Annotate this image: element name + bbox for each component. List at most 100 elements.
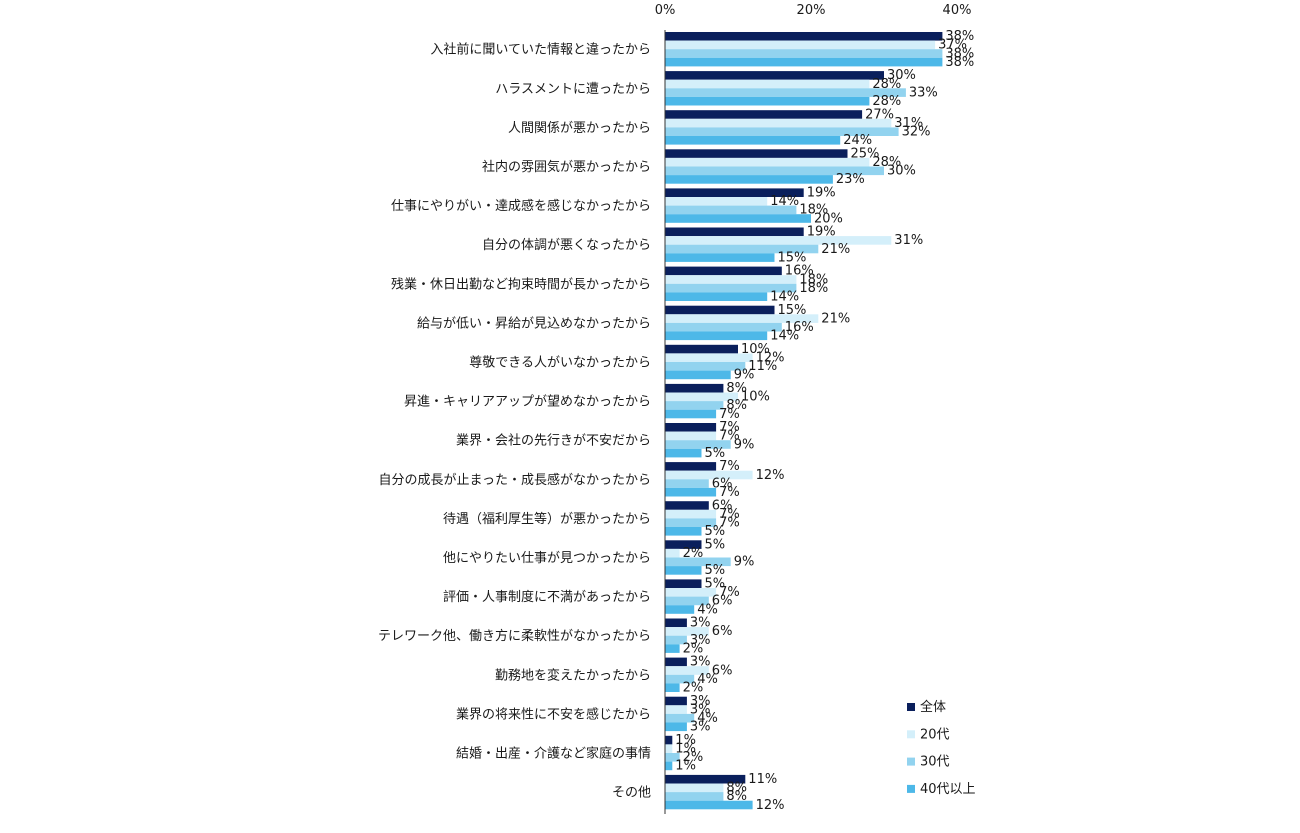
data-label: 15% xyxy=(778,303,807,318)
data-label: 8% xyxy=(726,398,747,413)
data-label: 3% xyxy=(690,633,711,648)
legend-swatch xyxy=(907,757,915,766)
legend-label: 40代以上 xyxy=(920,782,976,797)
bar xyxy=(665,283,797,293)
data-label: 2% xyxy=(683,546,704,561)
data-label: 6% xyxy=(712,624,733,639)
bar xyxy=(665,487,717,497)
data-label: 10% xyxy=(741,342,770,357)
category-label: 結婚・出産・介護など家庭の事情 xyxy=(456,746,651,762)
x-tick-label: 40% xyxy=(943,3,972,18)
data-label: 27% xyxy=(865,107,894,122)
bar xyxy=(665,761,673,771)
bar xyxy=(665,479,709,488)
bar xyxy=(665,774,746,784)
data-label: 2% xyxy=(683,750,704,765)
data-label: 2% xyxy=(683,641,704,656)
data-label: 28% xyxy=(872,155,901,170)
bar xyxy=(665,627,709,636)
data-label: 30% xyxy=(887,68,916,83)
data-label: 3% xyxy=(690,702,711,717)
bar xyxy=(665,792,724,801)
data-label: 7% xyxy=(719,585,740,600)
bar xyxy=(665,753,680,762)
data-label: 11% xyxy=(748,359,777,374)
data-label: 21% xyxy=(821,311,850,326)
category-label: 業界・会社の先行きが不安だから xyxy=(456,433,651,449)
legend-swatch xyxy=(907,784,915,793)
category-label: 評価・人事制度に不満があったから xyxy=(443,589,651,605)
data-label: 6% xyxy=(712,476,733,491)
data-label: 7% xyxy=(719,507,740,522)
category-label: 社内の雰囲気が悪かったから xyxy=(482,159,651,175)
bar xyxy=(665,440,731,449)
data-label: 3% xyxy=(690,616,711,631)
bar xyxy=(665,118,892,128)
data-label: 1% xyxy=(675,742,696,757)
bar xyxy=(665,49,943,58)
data-label: 5% xyxy=(705,577,726,592)
category-label: 尊敬できる人がいなかったから xyxy=(469,355,651,371)
bar xyxy=(665,166,884,176)
data-label: 25% xyxy=(851,146,880,161)
data-label: 3% xyxy=(690,655,711,670)
category-labels: 入社前に聞いていた情報と違ったからハラスメントに遭ったから人間関係が悪かったから… xyxy=(378,42,651,801)
data-label: 11% xyxy=(748,772,777,787)
bar xyxy=(665,527,702,536)
data-label: 33% xyxy=(909,85,938,100)
category-label: 給与が低い・昇給が見込めなかったから xyxy=(417,316,651,331)
x-tick-label: 20% xyxy=(797,3,826,18)
bars xyxy=(665,32,943,810)
bar xyxy=(665,383,724,393)
bar xyxy=(665,501,709,510)
data-label: 3% xyxy=(690,694,711,709)
bar xyxy=(665,566,702,575)
category-label: ハラスメントに遭ったから xyxy=(495,82,651,97)
bar xyxy=(665,344,738,354)
data-label: 18% xyxy=(799,203,828,218)
data-label: 28% xyxy=(872,94,901,109)
data-label: 18% xyxy=(799,281,828,296)
bar xyxy=(665,322,782,332)
data-label: 30% xyxy=(887,164,916,179)
bar xyxy=(665,657,687,667)
data-label: 9% xyxy=(734,555,755,570)
bar xyxy=(665,409,717,419)
legend-label: 全体 xyxy=(920,699,946,715)
data-label: 4% xyxy=(697,711,718,726)
bar xyxy=(665,470,753,480)
bar xyxy=(665,557,731,567)
data-label: 21% xyxy=(821,242,850,257)
data-label: 24% xyxy=(843,133,872,148)
bar xyxy=(665,175,833,184)
bar xyxy=(665,88,906,97)
bar xyxy=(665,197,768,206)
data-label: 8% xyxy=(726,789,747,804)
data-label: 6% xyxy=(712,498,733,513)
bar xyxy=(665,149,848,158)
bar xyxy=(665,618,687,628)
bar xyxy=(665,236,892,245)
data-label: 7% xyxy=(719,420,740,435)
data-label: 8% xyxy=(726,381,747,396)
data-label: 12% xyxy=(756,468,785,483)
bar xyxy=(665,596,709,606)
data-label: 1% xyxy=(675,759,696,774)
data-label: 32% xyxy=(902,125,931,140)
bar xyxy=(665,705,687,714)
data-label: 5% xyxy=(705,537,726,552)
data-label: 6% xyxy=(712,663,733,678)
category-label: 自分の体調が悪くなったから xyxy=(482,238,651,253)
data-label: 38% xyxy=(945,46,974,61)
data-label: 31% xyxy=(894,233,923,248)
data-label: 9% xyxy=(734,368,755,383)
legend-label: 30代 xyxy=(920,755,950,770)
bar xyxy=(665,644,680,653)
data-label: 8% xyxy=(726,781,747,796)
data-label: 37% xyxy=(938,38,967,53)
x-tick-label: 0% xyxy=(655,3,676,18)
bar xyxy=(665,227,804,237)
bar xyxy=(665,783,724,793)
bar xyxy=(665,188,804,197)
bar xyxy=(665,548,680,558)
